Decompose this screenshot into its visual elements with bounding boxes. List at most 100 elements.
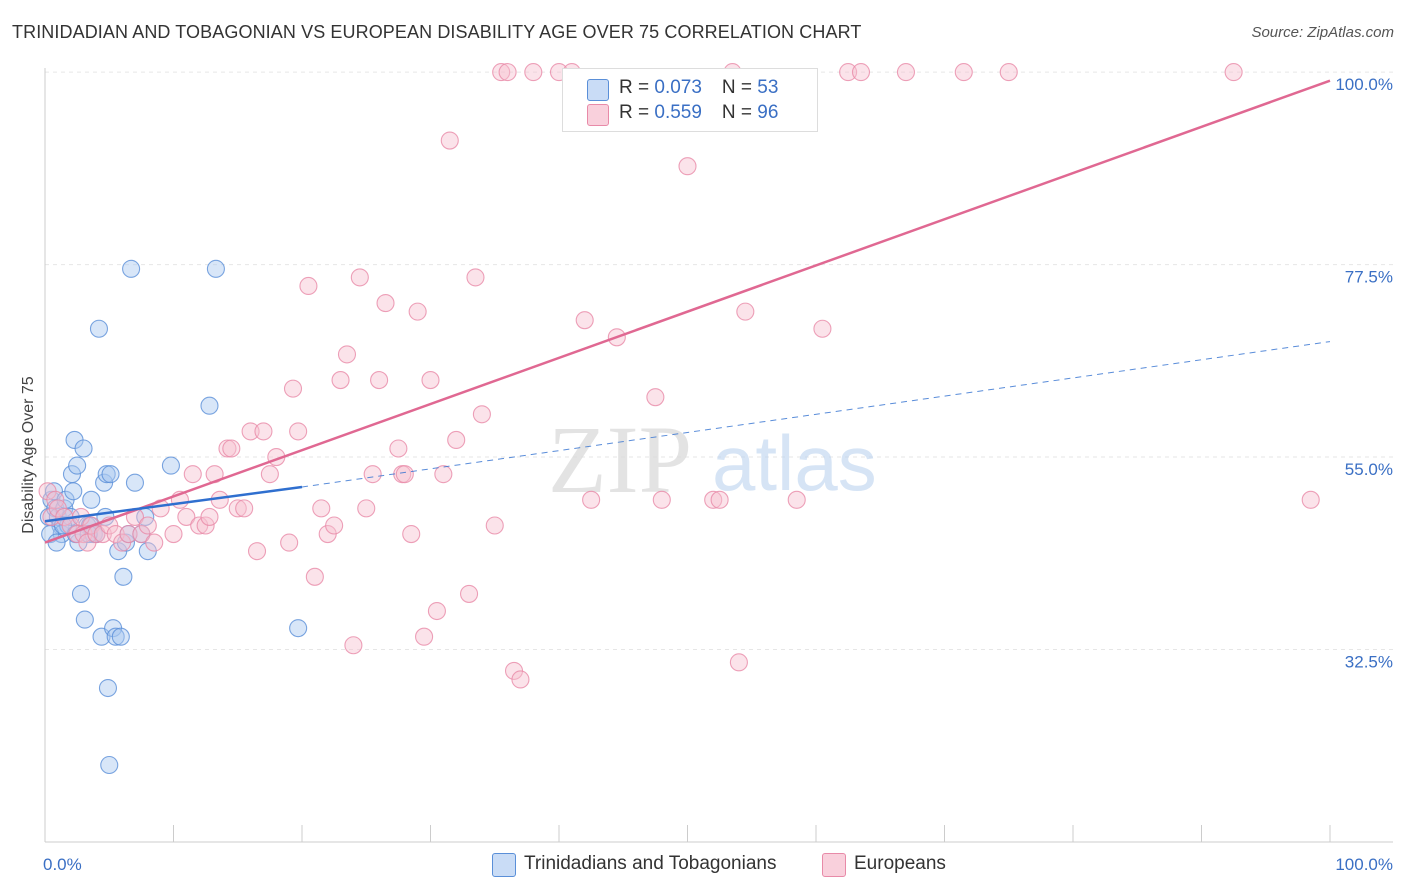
data-point bbox=[582, 490, 601, 509]
source-label: Source: ZipAtlas.com bbox=[1251, 24, 1394, 41]
data-point bbox=[389, 439, 408, 458]
data-point bbox=[646, 388, 665, 407]
data-point bbox=[200, 396, 219, 415]
data-point bbox=[427, 601, 446, 621]
data-point bbox=[289, 422, 308, 441]
data-point bbox=[652, 490, 671, 509]
data-point bbox=[1301, 490, 1320, 509]
data-point bbox=[357, 499, 376, 518]
data-point bbox=[524, 63, 543, 82]
data-point bbox=[370, 371, 389, 390]
trend-lines bbox=[44, 79, 1331, 544]
data-point bbox=[98, 678, 118, 698]
x-tick-label-min: 0.0% bbox=[43, 855, 82, 874]
data-point bbox=[350, 268, 369, 287]
data-point bbox=[839, 63, 858, 82]
data-point bbox=[119, 524, 138, 544]
data-point bbox=[896, 63, 916, 82]
data-point bbox=[472, 405, 491, 424]
data-point bbox=[344, 636, 363, 655]
data-point bbox=[247, 542, 267, 561]
data-point bbox=[678, 157, 697, 176]
bottom-legend-label: Europeans bbox=[854, 853, 946, 874]
legend-swatch-pink bbox=[587, 104, 609, 126]
data-point bbox=[235, 499, 254, 518]
axes bbox=[44, 68, 1393, 843]
bottom-legend-swatch-blue bbox=[492, 853, 516, 877]
legend-n-label: N = bbox=[721, 102, 758, 123]
legend-n-value: 96 bbox=[757, 102, 779, 123]
data-point bbox=[64, 482, 83, 501]
watermark-atlas: atlas bbox=[712, 419, 877, 507]
y-tick-label: 100.0% bbox=[1335, 75, 1393, 94]
data-point bbox=[736, 302, 755, 321]
data-point bbox=[138, 516, 157, 535]
chart-title: TRINIDADIAN AND TOBAGONIAN VS EUROPEAN D… bbox=[12, 22, 862, 42]
data-point bbox=[283, 379, 303, 398]
data-point bbox=[408, 302, 427, 321]
data-point bbox=[74, 439, 93, 458]
data-point bbox=[177, 507, 196, 526]
data-point bbox=[331, 371, 350, 390]
data-point bbox=[218, 439, 237, 458]
data-point bbox=[206, 259, 225, 278]
bottom-legend-swatch-pink bbox=[822, 853, 846, 877]
data-point bbox=[71, 584, 91, 603]
data-point bbox=[421, 371, 440, 390]
data-point bbox=[325, 516, 344, 535]
data-point bbox=[729, 653, 748, 672]
data-point bbox=[222, 439, 241, 458]
data-point bbox=[254, 422, 273, 441]
legend-r-label: R = bbox=[619, 102, 655, 123]
data-point bbox=[280, 533, 299, 552]
axis-labels: 32.5% 55.0% 77.5% 100.0% 0.0% 100.0% Disabilit… bbox=[20, 75, 1393, 874]
data-point bbox=[122, 259, 141, 278]
bottom-legend-label: Trinidadians and Tobagonians bbox=[524, 853, 777, 874]
data-point bbox=[434, 465, 453, 484]
y-axis-label: Disability Age Over 75 bbox=[20, 376, 37, 534]
data-point bbox=[787, 490, 806, 509]
legend-r-label: R = bbox=[619, 77, 655, 98]
data-point bbox=[228, 499, 247, 518]
data-point bbox=[161, 456, 180, 475]
data-point bbox=[575, 311, 594, 330]
data-point bbox=[395, 465, 414, 484]
data-point bbox=[114, 567, 133, 586]
data-point bbox=[440, 131, 459, 150]
legend-n-value: 53 bbox=[757, 77, 779, 98]
data-point bbox=[87, 524, 106, 544]
data-point bbox=[97, 465, 116, 484]
data-point bbox=[111, 627, 130, 646]
data-point bbox=[196, 516, 215, 535]
data-point bbox=[289, 619, 308, 638]
data-point bbox=[954, 63, 973, 82]
data-point bbox=[459, 584, 479, 603]
data-point bbox=[376, 294, 395, 313]
data-point bbox=[1224, 63, 1243, 82]
data-point bbox=[164, 524, 183, 544]
data-point bbox=[299, 276, 318, 296]
watermark-zip: ZIP bbox=[548, 406, 692, 513]
data-point bbox=[402, 524, 421, 544]
data-point bbox=[260, 465, 279, 484]
data-point bbox=[101, 465, 120, 484]
y-tick-label: 55.0% bbox=[1345, 460, 1393, 479]
data-point bbox=[75, 610, 94, 629]
data-point bbox=[466, 268, 485, 287]
y-tick-label: 32.5% bbox=[1345, 653, 1393, 672]
data-point bbox=[710, 490, 729, 509]
data-point bbox=[704, 490, 723, 509]
data-point bbox=[498, 63, 517, 82]
legend-r-value: 0.073 bbox=[654, 77, 702, 98]
watermark: ZIP atlas bbox=[548, 406, 877, 513]
data-point bbox=[511, 670, 530, 689]
data-point bbox=[100, 755, 119, 775]
grid-lines bbox=[45, 71, 1393, 651]
data-point bbox=[312, 499, 331, 518]
trend-line-trinidadians bbox=[44, 485, 303, 523]
data-point bbox=[106, 627, 125, 646]
stats-legend: R = 0.073 N = 53 R = 0.559 N = 96 bbox=[562, 68, 818, 132]
data-point bbox=[492, 63, 511, 82]
trend-line-europeans bbox=[44, 79, 1331, 544]
